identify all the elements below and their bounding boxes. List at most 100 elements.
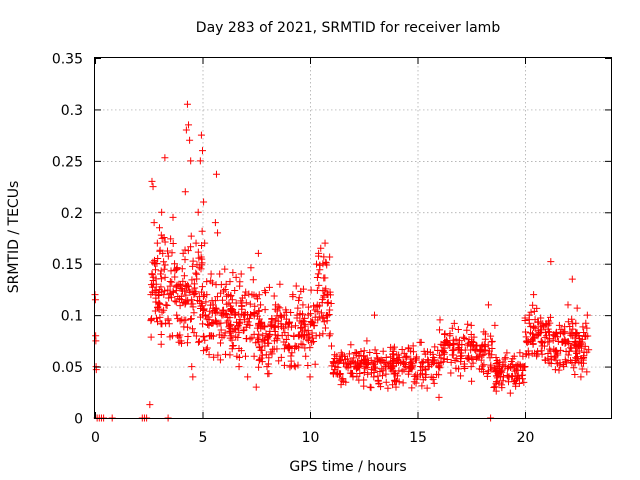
data-point (212, 305, 220, 313)
data-point (314, 270, 322, 278)
data-point (492, 367, 500, 375)
data-point (516, 349, 524, 357)
data-point (249, 276, 257, 284)
data-point (580, 354, 588, 362)
data-point (577, 373, 585, 381)
data-point (153, 239, 161, 247)
data-point (474, 353, 482, 361)
data-point (367, 369, 375, 377)
data-point (265, 354, 273, 362)
data-point (547, 258, 555, 266)
data-point (152, 280, 160, 288)
data-point (236, 318, 244, 326)
data-point (226, 351, 234, 359)
data-point (551, 352, 559, 360)
data-point (229, 342, 237, 350)
data-point (461, 365, 469, 373)
data-point (321, 324, 329, 332)
data-point (448, 324, 456, 332)
data-point (190, 291, 198, 299)
data-point (373, 354, 381, 362)
data-point (451, 357, 459, 365)
data-point (399, 379, 407, 387)
data-point (545, 317, 553, 325)
data-point (572, 329, 580, 337)
data-point (282, 315, 290, 323)
data-point (450, 339, 458, 347)
data-point (287, 362, 295, 370)
data-point (491, 383, 499, 391)
data-point (490, 384, 498, 392)
data-point (532, 331, 540, 339)
data-point (214, 351, 222, 359)
data-point (242, 352, 249, 360)
data-point (152, 314, 160, 322)
data-point (568, 275, 576, 283)
data-point (166, 278, 174, 286)
data-point (384, 384, 392, 392)
data-point (292, 343, 300, 351)
data-point (221, 265, 229, 273)
data-point (255, 307, 263, 315)
data-point (157, 270, 165, 278)
data-point (550, 332, 558, 340)
data-point (234, 333, 242, 341)
data-point (443, 356, 451, 364)
data-point (237, 270, 245, 278)
data-point (273, 312, 281, 320)
data-point (329, 369, 337, 377)
data-point (276, 304, 284, 312)
data-point (194, 208, 202, 216)
data-point (195, 254, 203, 262)
data-point (562, 358, 570, 366)
data-point (499, 377, 507, 385)
data-point (371, 364, 379, 372)
data-point (183, 100, 191, 108)
data-point (160, 291, 168, 299)
data-point (161, 273, 169, 281)
data-point (236, 282, 244, 290)
data-point (521, 363, 529, 371)
data-point (209, 301, 217, 309)
data-point (557, 346, 565, 354)
data-point (325, 332, 333, 340)
data-point (232, 299, 240, 307)
data-point (92, 337, 100, 345)
data-point (174, 292, 182, 300)
data-point (503, 349, 511, 357)
data-point (245, 314, 253, 322)
data-point (231, 287, 239, 295)
data-point (343, 361, 351, 369)
data-point (308, 329, 316, 337)
data-point (295, 294, 303, 302)
data-point (241, 309, 249, 317)
data-point (172, 298, 180, 306)
data-point (184, 281, 192, 289)
data-point (313, 260, 321, 268)
data-point (573, 353, 581, 361)
data-point (192, 269, 200, 277)
data-point (401, 353, 409, 361)
data-point (212, 170, 220, 178)
data-point (250, 352, 258, 360)
data-point (377, 358, 385, 366)
data-point (257, 346, 265, 354)
data-point (195, 263, 203, 271)
data-point (506, 364, 514, 372)
data-point (347, 358, 355, 366)
data-point (460, 333, 468, 341)
data-point (323, 312, 331, 320)
data-point (353, 358, 361, 366)
data-point (553, 333, 561, 341)
data-point (566, 344, 574, 352)
chart-title: Day 283 of 2021, SRMTID for receiver lam… (196, 20, 501, 36)
data-point (224, 291, 232, 299)
data-point (244, 318, 252, 326)
data-point (487, 332, 495, 340)
data-point (382, 370, 390, 378)
data-point (315, 249, 323, 257)
data-point (423, 384, 431, 392)
data-point (316, 261, 324, 269)
data-point (338, 352, 346, 360)
data-point (246, 300, 254, 308)
